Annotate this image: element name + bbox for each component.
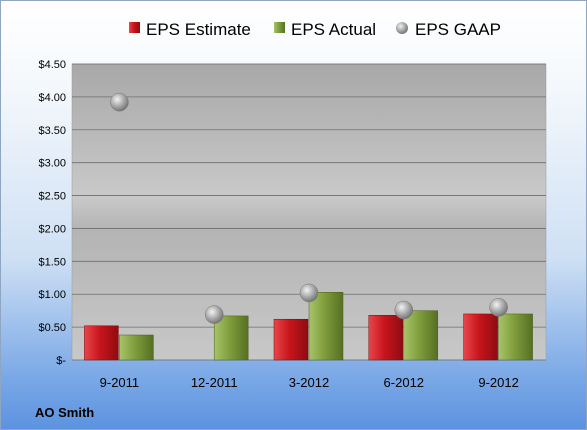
bar-eps-actual <box>213 315 249 361</box>
y-tick-label: $4.00 <box>38 92 66 104</box>
bars <box>84 291 533 361</box>
y-tick-label: $2.50 <box>38 191 66 203</box>
bar-eps-estimate <box>463 313 498 361</box>
bar-eps-actual <box>498 313 533 361</box>
x-category-label: 9-2012 <box>478 375 518 390</box>
x-category-label: 3-2012 <box>289 375 329 390</box>
x-axis-categories: 9-2011 12-2011 3-2012 6-2012 9-2012 <box>100 375 519 390</box>
bar-eps-actual <box>119 334 154 361</box>
y-tick-label: $2.00 <box>38 223 66 235</box>
point-eps-gaap <box>299 283 319 303</box>
y-tick-label: $3.00 <box>38 158 66 170</box>
bar-eps-estimate <box>273 318 309 361</box>
company-label: AO Smith <box>35 405 94 420</box>
y-tick-label: $1.00 <box>38 289 66 301</box>
y-tick-label: $1.50 <box>38 256 66 268</box>
bar-eps-estimate <box>84 325 119 361</box>
legend-swatch-eps-actual <box>274 22 285 33</box>
legend-swatch-eps-estimate <box>129 22 140 33</box>
legend-label-eps-estimate: EPS Estimate <box>146 20 251 39</box>
legend-swatch-eps-gaap <box>396 22 408 34</box>
point-eps-gaap <box>489 298 508 317</box>
point-eps-gaap <box>204 305 224 324</box>
gaap-points <box>110 92 508 324</box>
point-eps-gaap <box>110 92 129 112</box>
x-category-label: 9-2011 <box>100 375 140 390</box>
x-category-label: 6-2012 <box>384 375 424 390</box>
legend-label-eps-gaap: EPS GAAP <box>415 20 501 39</box>
bar-eps-actual <box>308 291 344 361</box>
legend-label-eps-actual: EPS Actual <box>291 20 376 39</box>
y-tick-label: $- <box>56 355 66 367</box>
y-tick-label: $0.50 <box>38 322 66 334</box>
legend-item-eps-gaap: EPS GAAP <box>396 20 501 39</box>
bar-eps-estimate <box>368 315 404 361</box>
legend: EPS Estimate EPS Actual EPS GAAP <box>129 20 501 39</box>
x-category-label: 12-2011 <box>191 375 238 390</box>
legend-item-eps-actual: EPS Actual <box>274 20 376 39</box>
bar-eps-actual <box>403 310 439 361</box>
y-tick-label: $3.50 <box>38 125 66 137</box>
y-tick-label: $4.50 <box>38 59 66 71</box>
legend-item-eps-estimate: EPS Estimate <box>129 20 251 39</box>
point-eps-gaap <box>394 300 414 320</box>
y-axis-ticks: $- $0.50 $1.00 $1.50 $2.00 $2.50 $3.00 $3.50 $4.… <box>38 59 66 367</box>
